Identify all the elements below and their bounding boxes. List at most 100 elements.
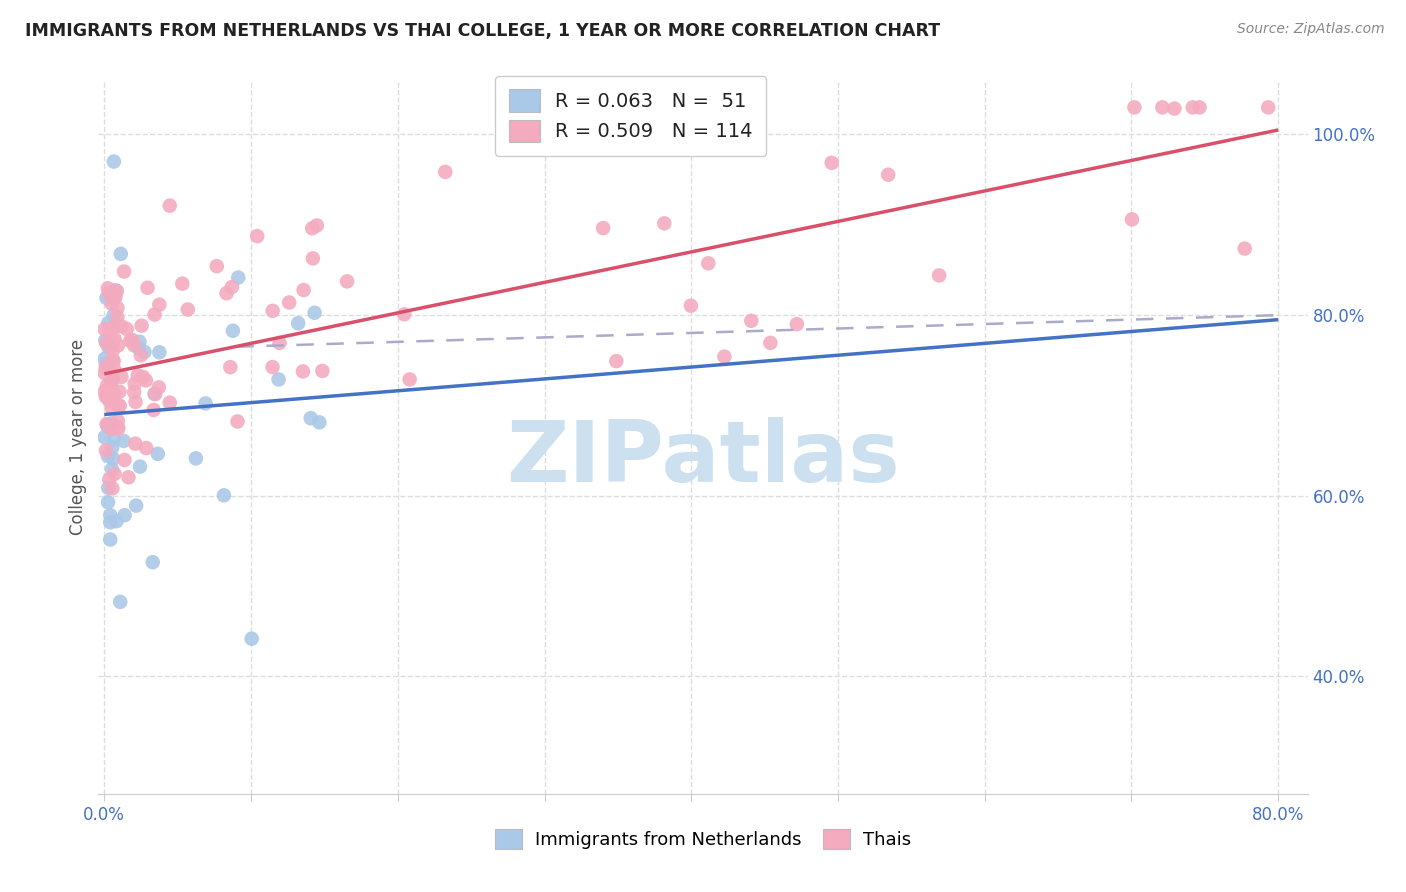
- Point: [103, 291, 125, 305]
- Point: [94, 334, 117, 348]
- Point: [104, 319, 127, 334]
- Point: [117, 470, 139, 484]
- Point: [103, 334, 125, 349]
- Point: [148, 345, 170, 359]
- Point: [98, 508, 121, 523]
- Point: [101, 353, 124, 368]
- Point: [592, 221, 614, 235]
- Point: [107, 414, 129, 428]
- Point: [94, 443, 117, 458]
- Point: [177, 302, 200, 317]
- Point: [336, 274, 359, 288]
- Point: [94, 390, 117, 404]
- Point: [172, 277, 194, 291]
- Point: [103, 432, 125, 446]
- Point: [97, 357, 120, 371]
- Point: [304, 306, 326, 320]
- Point: [1163, 102, 1185, 116]
- Point: [101, 373, 124, 387]
- Point: [124, 376, 146, 391]
- Point: [291, 364, 314, 378]
- Point: [97, 495, 120, 509]
- Point: [135, 373, 157, 387]
- Point: [1181, 100, 1204, 114]
- Point: [110, 319, 132, 334]
- Point: [107, 421, 129, 435]
- Point: [114, 453, 136, 467]
- Point: [132, 369, 155, 384]
- Point: [128, 334, 150, 349]
- Point: [142, 555, 165, 569]
- Point: [101, 462, 124, 476]
- Point: [1233, 242, 1256, 256]
- Point: [104, 283, 127, 297]
- Point: [136, 281, 159, 295]
- Point: [398, 372, 420, 386]
- Point: [97, 419, 120, 434]
- Point: [120, 334, 142, 348]
- Point: [93, 322, 115, 336]
- Point: [101, 401, 124, 415]
- Point: [308, 415, 330, 429]
- Point: [97, 286, 120, 301]
- Point: [1152, 100, 1174, 114]
- Point: [98, 394, 121, 409]
- Text: IMMIGRANTS FROM NETHERLANDS VS THAI COLLEGE, 1 YEAR OR MORE CORRELATION CHART: IMMIGRANTS FROM NETHERLANDS VS THAI COLL…: [25, 22, 941, 40]
- Point: [100, 381, 122, 395]
- Point: [100, 378, 122, 392]
- Point: [97, 316, 120, 330]
- Point: [112, 434, 135, 448]
- Point: [104, 290, 127, 304]
- Point: [269, 335, 291, 350]
- Point: [97, 341, 120, 355]
- Point: [302, 252, 325, 266]
- Point: [103, 387, 125, 401]
- Point: [107, 398, 129, 412]
- Point: [1257, 100, 1279, 114]
- Point: [142, 403, 165, 417]
- Point: [1188, 100, 1211, 114]
- Point: [928, 268, 950, 283]
- Point: [821, 156, 844, 170]
- Point: [105, 284, 128, 298]
- Point: [215, 286, 238, 301]
- Point: [124, 436, 146, 450]
- Point: [103, 309, 125, 323]
- Point: [1123, 100, 1146, 114]
- Point: [127, 368, 149, 383]
- Point: [110, 370, 132, 384]
- Point: [112, 264, 135, 278]
- Point: [759, 335, 782, 350]
- Point: [740, 314, 762, 328]
- Point: [98, 473, 121, 487]
- Point: [226, 270, 249, 285]
- Point: [105, 514, 128, 528]
- Point: [143, 387, 166, 401]
- Point: [114, 508, 136, 523]
- Point: [679, 299, 702, 313]
- Point: [240, 632, 263, 646]
- Point: [97, 481, 120, 495]
- Point: [434, 165, 457, 179]
- Point: [1121, 212, 1143, 227]
- Point: [146, 447, 169, 461]
- Point: [110, 595, 132, 609]
- Point: [129, 348, 152, 362]
- Legend: Immigrants from Netherlands, Thais: Immigrants from Netherlands, Thais: [488, 822, 918, 856]
- Point: [159, 395, 181, 409]
- Point: [394, 307, 416, 321]
- Point: [101, 441, 124, 455]
- Text: ZIPatlas: ZIPatlas: [506, 417, 900, 500]
- Point: [93, 430, 115, 444]
- Point: [184, 451, 207, 466]
- Point: [305, 219, 328, 233]
- Point: [267, 372, 290, 386]
- Point: [129, 459, 152, 474]
- Point: [135, 441, 157, 455]
- Point: [205, 259, 228, 273]
- Point: [100, 296, 122, 310]
- Point: [108, 399, 131, 413]
- Point: [103, 289, 125, 303]
- Point: [93, 366, 115, 380]
- Point: [128, 341, 150, 355]
